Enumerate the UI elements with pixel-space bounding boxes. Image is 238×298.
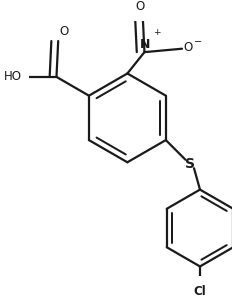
Text: S: S (185, 157, 195, 171)
Text: N: N (140, 38, 150, 51)
Text: O: O (184, 41, 193, 54)
Text: −: − (194, 37, 202, 47)
Text: +: + (153, 28, 160, 37)
Text: O: O (136, 0, 145, 13)
Text: Cl: Cl (193, 285, 206, 298)
Text: O: O (59, 25, 68, 38)
Text: HO: HO (4, 70, 22, 83)
